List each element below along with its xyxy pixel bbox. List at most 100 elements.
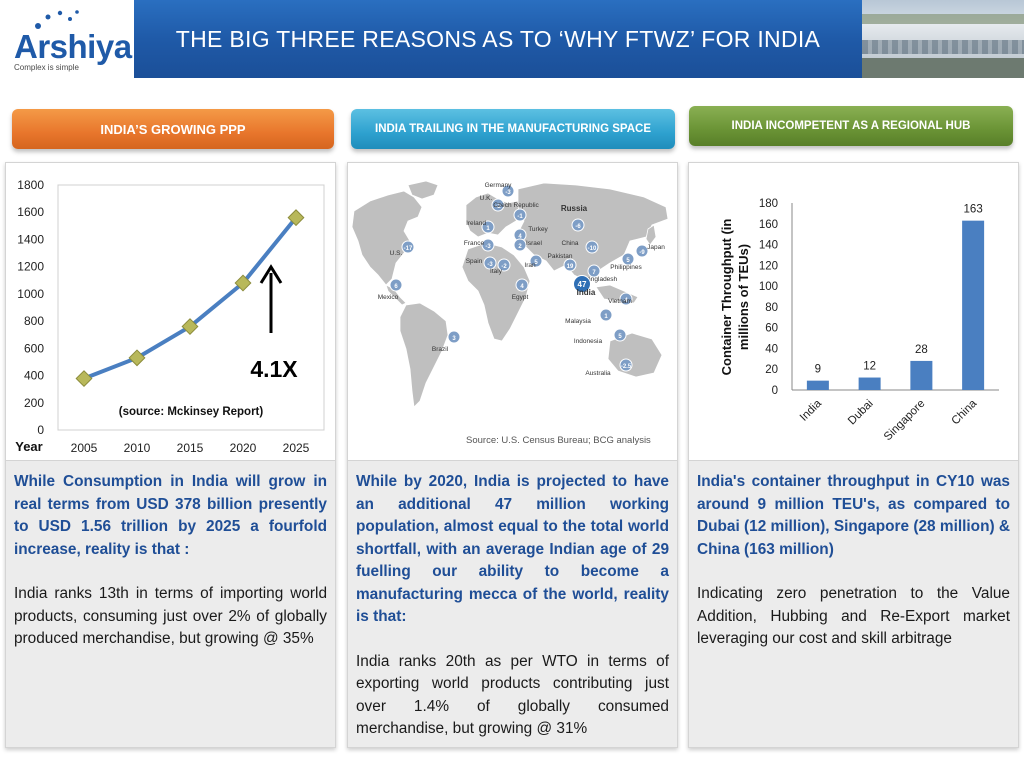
x-tick-label: 2020 (230, 441, 257, 455)
growth-arrowhead (259, 264, 283, 284)
map-marker (497, 258, 511, 272)
category-label: Singapore (882, 398, 928, 444)
europe (465, 192, 523, 238)
map-marker (571, 218, 585, 232)
manufacturing-para-1: While by 2020, India is projected to hav… (356, 473, 669, 625)
logo-tagline: Complex is simple (14, 63, 79, 72)
map-source: Source: U.S. Census Bureau; BCG analysis (466, 435, 651, 446)
map-marker-value: 5 (534, 260, 538, 266)
greenland (407, 180, 439, 200)
category-label: China (950, 397, 980, 427)
hub-para-2: Indicating zero penetration to the Value… (697, 585, 1010, 647)
map-marker-value: -1 (517, 214, 523, 220)
panel-manufacturing: -3 Germany -2 U.K. 1 Ireland -1 Czech Republic -… (347, 162, 678, 748)
map-marker (621, 252, 635, 266)
map-marker-value: -6 (575, 224, 581, 230)
source-note: (source: Mckinsey Report) (119, 406, 264, 418)
map-country-label: Pakistan (548, 253, 573, 260)
map-country-label: Japan (647, 244, 665, 251)
map-marker (529, 254, 543, 268)
hub-text: India's container throughput in CY10 was… (697, 471, 1010, 673)
map-country-label: Philippines (610, 264, 642, 271)
category-label: Dubai (846, 398, 876, 428)
map-marker-value: 4 (518, 234, 522, 240)
growth-annotation: 4.1X (250, 356, 298, 382)
map-marker-value: -2.5 (621, 364, 632, 370)
category-label: India (798, 397, 825, 424)
bar-value-label: 163 (964, 204, 983, 216)
section-heading-hub: INDIA INCOMPETENT AS A REGIONAL HUB (689, 106, 1013, 146)
section-heading-ppp: INDIA’S GROWING PPP (12, 109, 334, 149)
map-marker (401, 240, 415, 254)
map-country-label: Russia (561, 204, 588, 213)
manufacturing-para-2: India ranks 20th as per WTO in terms of … (356, 652, 669, 738)
map-marker-value: 4 (520, 284, 524, 290)
y-tick-label: 20 (765, 364, 778, 376)
logo-text: Arshiya (14, 28, 132, 65)
map-marker (481, 238, 495, 252)
ppp-text: While Consumption in India will grow in … (14, 471, 327, 673)
map-country-label: Bangladesh (583, 276, 618, 283)
bar (806, 380, 829, 390)
map-country-label: France (464, 240, 485, 247)
y-tick-label: 0 (772, 385, 778, 397)
map-marker (515, 278, 529, 292)
map-marker (501, 184, 515, 198)
map-marker-value: -3 (485, 244, 491, 250)
map-country-label: Mexico (378, 294, 399, 301)
map-marker-value: -9 (639, 250, 645, 256)
y-tick-label: 160 (759, 219, 778, 231)
hub-chart-box: 0 20 40 60 80 100 120 140 160 180 Container Throug… (689, 163, 1018, 461)
ppp-chart-box: 0 200 400 600 800 1000 1200 1400 1600 1800 2005 201… (6, 163, 335, 461)
north-america (351, 190, 423, 286)
map-marker (585, 240, 599, 254)
map-marker (513, 208, 527, 222)
hub-para-1: India's container throughput in CY10 was… (697, 473, 1010, 558)
bar-value-label: 28 (915, 344, 928, 356)
warehouse-photo (862, 0, 1024, 78)
map-country-label: Egypt (512, 294, 529, 301)
logo-dots-icon (35, 10, 79, 29)
y-tick-label: 1000 (17, 287, 44, 301)
x-tick-label: 2015 (177, 441, 204, 455)
continents (351, 180, 669, 408)
map-marker-value: 3 (452, 336, 456, 342)
map-country-label: Turkey (528, 226, 548, 233)
map-marker-value: -3 (505, 190, 511, 196)
map-marker (619, 358, 633, 372)
map-country-label: Vietnam (608, 298, 632, 305)
throughput-bar-chart: 0 20 40 60 80 100 120 140 160 180 Container Throug… (719, 198, 999, 444)
map-marker (491, 198, 505, 212)
map-country-label: Spain (466, 258, 483, 265)
bar (910, 360, 933, 390)
y-tick-label: 200 (24, 396, 44, 410)
south-america (399, 302, 449, 408)
map-marker (513, 238, 527, 252)
world-map-box: -3 Germany -2 U.K. 1 Ireland -1 Czech Republic -… (348, 163, 677, 461)
bar (962, 220, 985, 390)
y-tick-label: 800 (24, 314, 44, 328)
data-point (75, 370, 93, 388)
map-country-label: India (577, 288, 596, 297)
map-marker (587, 264, 601, 278)
map-country-label: Indonesia (574, 338, 603, 345)
ppp-para-1: While Consumption in India will grow in … (14, 473, 327, 558)
map-marker-value: 1 (604, 314, 608, 320)
map-marker-value: 19 (567, 264, 574, 270)
y-tick-label: 1800 (17, 178, 44, 192)
map-marker-value: 5 (626, 258, 630, 264)
logo: Arshiya Complex is simple (0, 0, 134, 78)
map-marker (481, 220, 495, 234)
y-tick-label: 60 (765, 323, 778, 335)
bar-value-label: 12 (863, 361, 876, 373)
map-marker (563, 258, 577, 272)
data-point (234, 274, 252, 292)
map-marker-value: 6 (394, 284, 398, 290)
japan (645, 224, 657, 246)
map-country-label: Israel (526, 240, 542, 247)
map-marker (573, 275, 591, 293)
x-axis-label: Year (15, 439, 42, 454)
map-marker-value: -3 (487, 262, 493, 268)
map-marker (447, 330, 461, 344)
y-tick-label: 100 (759, 281, 778, 293)
